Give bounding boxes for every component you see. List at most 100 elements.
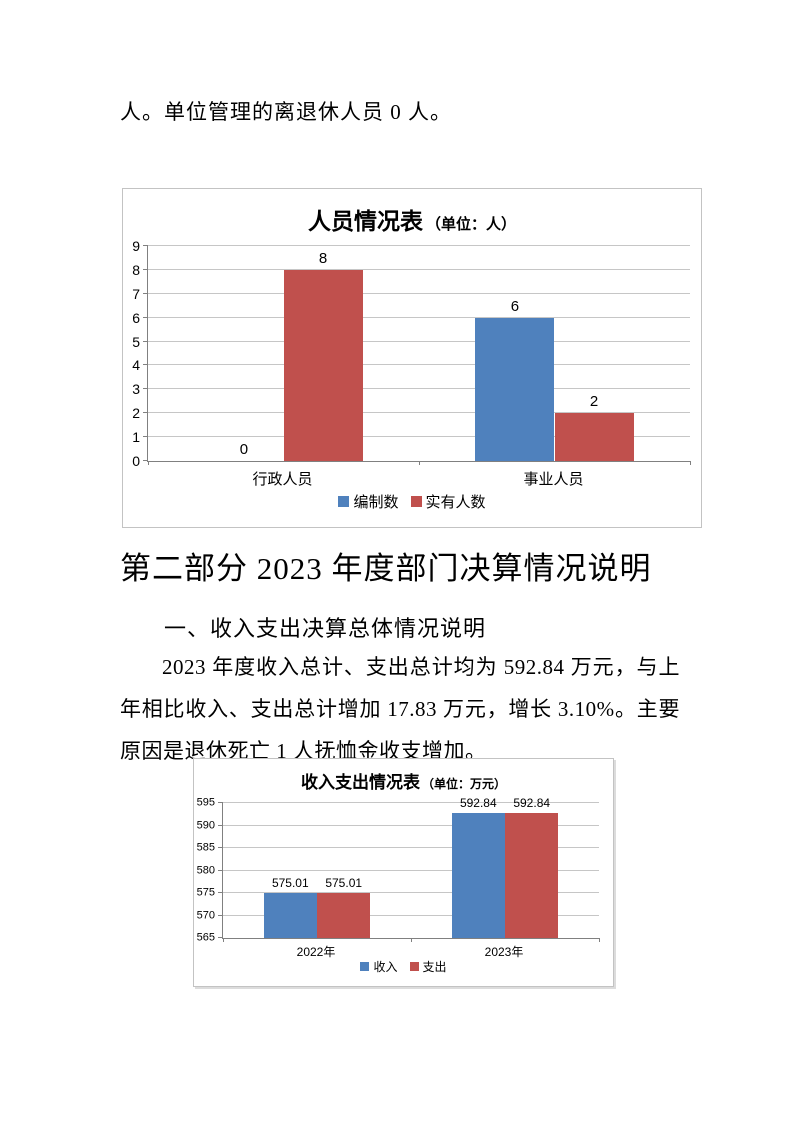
y-tick xyxy=(143,245,148,246)
legend-label: 收入 xyxy=(373,960,398,974)
body-paragraph: 2023 年度收入总计、支出总计均为 592.84 万元，与上年相比收入、支出总… xyxy=(120,646,680,772)
bar xyxy=(505,812,559,938)
x-tick xyxy=(148,461,149,465)
y-tick xyxy=(218,847,223,848)
y-tick xyxy=(218,869,223,871)
paragraph-line: 2023 年度收入总计、支出总计均为 592.84 万元，与上 xyxy=(162,655,680,679)
gridline xyxy=(148,245,690,246)
y-tick xyxy=(143,292,148,294)
legend-swatch xyxy=(338,496,350,507)
chart-legend: 编制数 实有人数 xyxy=(123,491,701,512)
y-tick-label: 5 xyxy=(132,333,140,350)
bar xyxy=(317,892,371,938)
y-tick-label: 565 xyxy=(196,931,215,944)
legend-swatch xyxy=(360,962,370,971)
gridline xyxy=(223,802,599,803)
y-tick xyxy=(143,268,148,270)
x-category-label: 行政人员 xyxy=(252,471,313,488)
y-tick-label: 575 xyxy=(196,886,215,899)
chart-title-text: 收入支出情况表 xyxy=(300,773,420,792)
value-label: 592.84 xyxy=(459,795,497,810)
y-tick-label: 4 xyxy=(132,357,140,374)
value-label: 592.84 xyxy=(513,795,551,810)
y-tick xyxy=(218,824,223,826)
gridline xyxy=(223,847,599,848)
gridline xyxy=(148,340,690,342)
gridline xyxy=(148,316,690,318)
gridline xyxy=(148,292,690,294)
y-tick xyxy=(143,316,148,318)
y-tick-label: 595 xyxy=(196,796,215,809)
value-label: 575.01 xyxy=(271,875,309,890)
bar xyxy=(554,413,634,461)
value-label: 0 xyxy=(239,441,249,458)
gridline xyxy=(148,268,690,270)
staff-bar-chart: 人员情况表 （单位：人） 0 1 2 3 4 5 6 7 8 9 0 8 6 2 行政人员 事业人员 编制数 实… xyxy=(122,188,702,528)
legend-label: 编制数 xyxy=(353,494,399,511)
chart-title: 人员情况表 （单位：人） xyxy=(123,202,701,236)
chart-title-unit: （单位：万元） xyxy=(421,777,506,791)
gridline xyxy=(148,388,690,390)
section-heading: 第二部分 2023 年度部门决算情况说明 xyxy=(120,551,652,586)
legend-label: 实有人数 xyxy=(425,494,486,511)
plot-area: 0 1 2 3 4 5 6 7 8 9 0 8 6 2 xyxy=(132,239,691,468)
legend-item: 实有人数 xyxy=(410,491,486,512)
gridline xyxy=(148,436,690,438)
plot-area: 565 570 575 580 585 590 595 575.01 575.01 592.84 5… xyxy=(197,797,600,943)
chart-title-unit: （单位：人） xyxy=(425,216,516,233)
x-tick xyxy=(223,938,224,942)
y-tick-label: 585 xyxy=(196,841,215,854)
chart-legend: 收入 支出 xyxy=(194,958,613,975)
x-tick xyxy=(419,461,420,465)
y-tick-label: 3 xyxy=(132,381,140,398)
gridline xyxy=(148,364,690,366)
y-tick xyxy=(143,460,148,461)
chart-title: 收入支出情况表 （单位：万元） xyxy=(194,768,613,793)
value-label: 2 xyxy=(589,393,599,411)
legend-item: 编制数 xyxy=(338,491,399,512)
bar xyxy=(263,892,317,938)
y-tick-label: 570 xyxy=(196,909,215,921)
x-axis-labels: 2022年 2023年 xyxy=(222,943,598,960)
body-text-line: 人。单位管理的离退休人员 0 人。 xyxy=(120,100,452,124)
gridline xyxy=(223,914,599,916)
y-tick xyxy=(143,436,148,438)
y-tick-label: 2 xyxy=(132,405,140,422)
x-tick xyxy=(599,938,600,942)
gridline xyxy=(148,412,690,414)
x-category-label: 事业人员 xyxy=(523,471,584,488)
y-tick-label: 8 xyxy=(132,261,140,278)
chart-title-text: 人员情况表 xyxy=(307,208,423,234)
bar xyxy=(451,812,505,938)
y-tick-label: 9 xyxy=(132,238,140,254)
y-tick xyxy=(143,388,148,390)
gridline xyxy=(223,824,599,826)
value-label: 575.01 xyxy=(325,875,363,890)
x-axis-labels: 行政人员 事业人员 xyxy=(147,468,689,489)
legend-item: 收入 xyxy=(360,958,398,975)
bar xyxy=(475,317,555,461)
y-tick xyxy=(143,364,148,366)
y-tick xyxy=(218,914,223,916)
y-tick-label: 0 xyxy=(132,453,140,469)
y-tick xyxy=(143,412,148,414)
legend-label: 支出 xyxy=(422,960,447,974)
x-category-label: 2022年 xyxy=(296,945,336,959)
y-tick xyxy=(143,340,148,342)
y-tick-label: 580 xyxy=(196,864,215,876)
x-category-label: 2023年 xyxy=(484,945,524,959)
paragraph-line: 年相比收入、支出总计增加 17.83 万元，增长 3.10%。主要 xyxy=(120,697,680,721)
y-tick xyxy=(218,892,223,893)
subsection-heading: 一、收入支出决算总体情况说明 xyxy=(164,616,487,641)
gridline xyxy=(223,892,599,893)
value-label: 6 xyxy=(510,297,520,315)
legend-item: 支出 xyxy=(409,958,447,975)
income-expense-bar-chart: 收入支出情况表 （单位：万元） 565 570 575 580 585 590 595 575.… xyxy=(193,758,614,987)
x-tick xyxy=(411,938,412,942)
y-tick xyxy=(218,802,223,803)
y-tick-label: 1 xyxy=(132,429,140,446)
x-tick xyxy=(690,461,691,465)
y-tick-label: 590 xyxy=(196,819,215,831)
gridline xyxy=(223,869,599,871)
